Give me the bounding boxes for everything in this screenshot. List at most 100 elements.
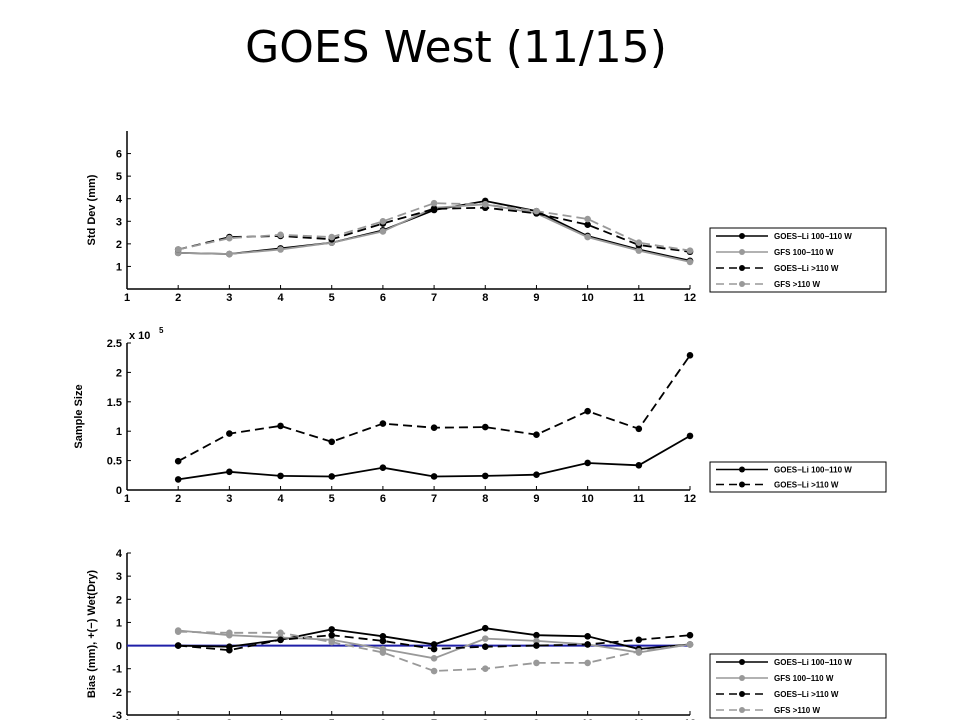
legend-entry-label: GOES−Li 100−110 W bbox=[774, 658, 852, 667]
data-point bbox=[328, 473, 336, 480]
legend-swatch-marker bbox=[739, 233, 745, 239]
data-point bbox=[635, 239, 643, 247]
y-tick-label: 2 bbox=[116, 594, 122, 606]
y-scale-exponent: 5 bbox=[159, 326, 164, 335]
y-tick-label: 0 bbox=[116, 485, 122, 497]
y-tick-label: 2.5 bbox=[107, 338, 122, 350]
data-point bbox=[686, 641, 694, 648]
data-point bbox=[481, 624, 489, 632]
legend-box bbox=[709, 461, 887, 493]
x-tick-label: 5 bbox=[329, 718, 335, 720]
data-point bbox=[686, 352, 694, 359]
x-tick-label: 8 bbox=[482, 292, 488, 304]
legend-swatch-marker bbox=[739, 281, 745, 287]
data-point bbox=[481, 201, 489, 208]
legend-swatch-marker bbox=[739, 659, 745, 665]
x-tick-label: 4 bbox=[277, 718, 284, 720]
data-point bbox=[379, 633, 387, 640]
series-line bbox=[178, 630, 691, 672]
y-tick-label: 0.5 bbox=[107, 456, 122, 468]
x-tick-label: 8 bbox=[482, 493, 488, 505]
x-tick-label: 9 bbox=[533, 292, 539, 304]
data-point bbox=[430, 424, 438, 431]
data-point bbox=[481, 472, 489, 480]
data-point bbox=[430, 667, 438, 675]
data-point bbox=[635, 636, 643, 644]
y-axis-label: Sample Size bbox=[73, 384, 85, 448]
x-tick-label: 7 bbox=[431, 292, 437, 304]
y-tick-label: -1 bbox=[112, 664, 122, 676]
y-tick-label: -2 bbox=[112, 687, 122, 699]
legend-entry-label: GOES−Li >110 W bbox=[774, 481, 839, 490]
x-tick-label: 12 bbox=[684, 493, 696, 505]
y-tick-label: 4 bbox=[116, 194, 123, 206]
data-point bbox=[277, 636, 284, 644]
legend-swatch-marker bbox=[739, 481, 745, 488]
data-point bbox=[277, 422, 284, 430]
data-point bbox=[379, 217, 387, 225]
data-point bbox=[533, 631, 540, 639]
legend-swatch-marker bbox=[739, 249, 745, 255]
data-point bbox=[584, 407, 591, 415]
data-point bbox=[277, 246, 284, 253]
data-point bbox=[686, 432, 694, 440]
data-point bbox=[533, 637, 540, 645]
data-point bbox=[226, 430, 233, 437]
data-point bbox=[481, 635, 489, 642]
series-line bbox=[177, 354, 691, 462]
x-tick-label: 9 bbox=[533, 718, 539, 720]
data-point bbox=[328, 631, 336, 639]
data-point bbox=[635, 247, 643, 254]
legend-swatch-marker bbox=[739, 691, 745, 697]
data-point bbox=[584, 459, 591, 467]
legend-swatch-marker bbox=[739, 466, 745, 473]
y-tick-label: 3 bbox=[116, 216, 122, 228]
x-tick-label: 7 bbox=[431, 718, 437, 720]
x-tick-label: 11 bbox=[633, 292, 645, 304]
x-tick-label: 3 bbox=[226, 718, 232, 720]
x-tick-label: 10 bbox=[582, 292, 594, 304]
data-point bbox=[328, 638, 336, 646]
y-axis-label: Bias (mm), +(−) Wet(Dry) bbox=[86, 570, 98, 698]
legend-entry-label: GOES−Li 100−110 W bbox=[774, 466, 852, 475]
data-point bbox=[584, 215, 591, 223]
data-point bbox=[226, 629, 233, 637]
legend-entry-label: GOES−Li >110 W bbox=[774, 264, 839, 273]
data-point bbox=[379, 464, 387, 471]
slide-title: GOES West (11/15) bbox=[245, 22, 667, 73]
data-point bbox=[481, 665, 489, 673]
x-tick-label: 3 bbox=[226, 493, 232, 505]
data-point bbox=[226, 646, 233, 654]
data-point bbox=[174, 476, 182, 483]
x-tick-label: 5 bbox=[329, 292, 335, 304]
legend-swatch-marker bbox=[739, 675, 745, 681]
y-tick-label: 2 bbox=[116, 367, 122, 379]
legend-entry-label: GOES−Li 100−110 W bbox=[774, 232, 852, 241]
x-tick-label: 6 bbox=[380, 493, 386, 505]
data-point bbox=[328, 438, 336, 446]
legend-entry-label: GFS >110 W bbox=[774, 706, 820, 715]
data-point bbox=[379, 649, 387, 656]
series-line bbox=[178, 435, 691, 481]
x-tick-label: 11 bbox=[633, 493, 645, 505]
y-scale-note: x 10 bbox=[129, 330, 150, 342]
data-point bbox=[174, 628, 182, 635]
data-point bbox=[430, 205, 438, 213]
x-tick-label: 4 bbox=[277, 493, 284, 505]
data-point bbox=[686, 258, 694, 266]
y-axis-label: Std Dev (mm) bbox=[86, 174, 98, 245]
data-point bbox=[584, 633, 591, 640]
data-point bbox=[174, 246, 182, 253]
legend-entry-label: GOES−Li >110 W bbox=[774, 690, 839, 699]
data-point bbox=[635, 648, 643, 655]
x-tick-label: 12 bbox=[684, 292, 696, 304]
data-point bbox=[686, 247, 694, 254]
data-point bbox=[584, 221, 591, 228]
x-tick-label: 9 bbox=[533, 493, 539, 505]
data-point bbox=[379, 637, 387, 645]
x-tick-label: 2 bbox=[175, 718, 181, 720]
x-tick-label: 6 bbox=[380, 292, 386, 304]
